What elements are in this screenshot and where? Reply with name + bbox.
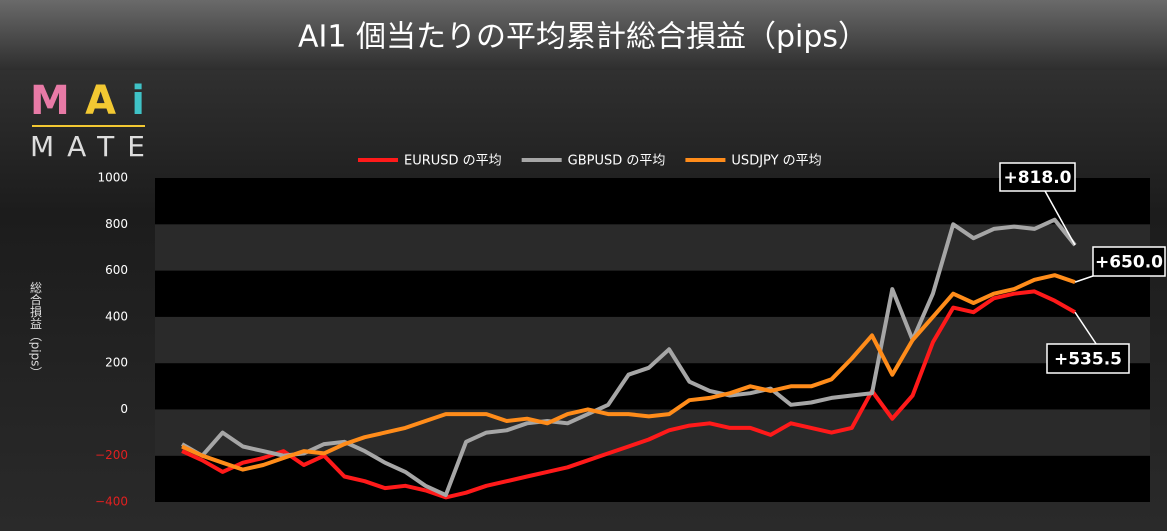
annotation-box [999,162,1076,192]
annotation-box [1092,246,1166,277]
series-line [181,273,1076,472]
y-tick-label: 0 [120,402,128,416]
annotation-text: +818.0 [1003,168,1071,188]
chart-title: AI1 個当たりの平均累計総合損益（pips） [298,20,868,55]
y-tick-label: 600 [105,263,128,277]
grid-band [155,455,1150,502]
grid-band [155,224,1150,271]
grid-band [155,363,1150,410]
grid-band [155,178,1150,225]
legend-label: EURUSD の平均 [404,154,502,169]
annotation-pointer [1074,311,1097,345]
y-tick-label: −400 [95,495,128,509]
legend-label: GBPUSD の平均 [568,154,666,169]
y-axis-label: 総合損益（pips） [29,281,43,378]
y-tick-label: 800 [105,217,128,231]
title-bar [0,0,1167,70]
grid-band [155,316,1150,364]
annotation-text: +535.5 [1054,350,1122,370]
annotation-box [1046,343,1130,374]
y-tick-label: 1000 [97,171,128,185]
annotation-text: +650.0 [1095,253,1163,273]
legend-label: USDJPY の平均 [731,154,821,169]
grid-band [155,270,1150,317]
series-line [181,217,1077,498]
series-line [181,289,1076,500]
y-tick-label: 400 [105,309,128,323]
y-tick-label: −200 [95,448,128,462]
y-tick-label: 200 [105,356,128,370]
annotation-pointer [1074,275,1094,283]
annotation-pointer [1044,190,1076,246]
